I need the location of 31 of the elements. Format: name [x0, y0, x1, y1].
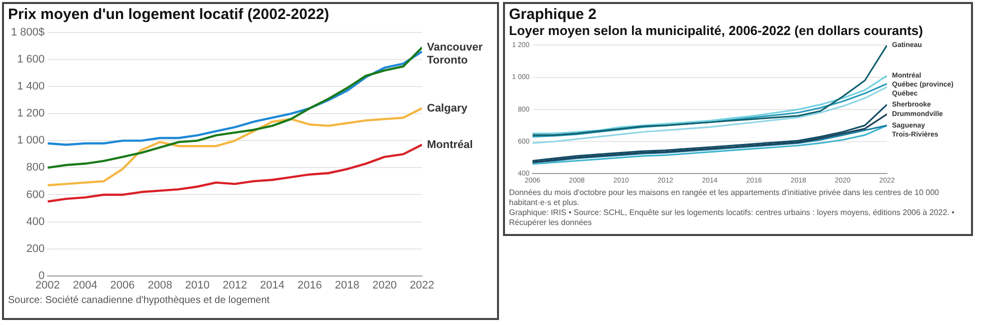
x-tick-label: 2010: [185, 279, 210, 292]
y-tick-label: 200: [26, 242, 45, 255]
x-tick-label: 2020: [372, 279, 397, 292]
series-label: Toronto: [427, 54, 468, 66]
chart-subtitle: Loyer moyen selon la municipalité, 2006-2022 (en dollars courants): [509, 23, 924, 38]
x-tick-label: 2014: [260, 279, 284, 292]
series-label: Vancouver: [427, 41, 484, 54]
series-label: Montréal: [427, 138, 473, 151]
x-tick-label: 2012: [222, 279, 248, 292]
x-tick-label: 2008: [148, 279, 172, 292]
x-tick-label: 2016: [297, 279, 322, 292]
y-tick-label: 1 800$: [10, 26, 45, 39]
x-tick-label: 2018: [334, 279, 360, 292]
chart-title: Graphique 2: [509, 6, 598, 23]
y-tick-label: 1 600: [17, 54, 45, 66]
x-tick-label: 2002: [35, 279, 60, 292]
y-tick-label: 400: [26, 216, 45, 228]
text: Données du mois d'octobre pour les maisons en rangée et les appartements d'initiative privée dans les centres de 10 000 habitant·e·s et plus.: [509, 188, 940, 208]
x-tick-label: 2022: [410, 279, 434, 292]
x-tick-label: 2006: [110, 279, 135, 292]
x-tick-label: 2004: [72, 279, 98, 292]
series-label: Calgary: [427, 102, 468, 114]
source-note: Source: Société canadienne d'hypothèques et de logement: [8, 295, 271, 306]
y-tick-label: 1 200: [17, 108, 45, 120]
y-tick-label: 1 000: [17, 134, 45, 147]
y-tick-label: 1 400: [17, 80, 45, 93]
y-tick-label: 600: [26, 188, 45, 201]
text: Graphique: IRIS • Source: SCHL, Enquête sur les logements locatifs: centres urbains : loyers moyens, éditions 2006 à 2022. • Récupérer les données: [509, 208, 956, 228]
y-tick-label: 0: [38, 270, 45, 282]
y-tick-label: 800: [26, 162, 45, 174]
chart-title: Prix moyen d'un logement locatif (2002-2022): [8, 6, 330, 23]
